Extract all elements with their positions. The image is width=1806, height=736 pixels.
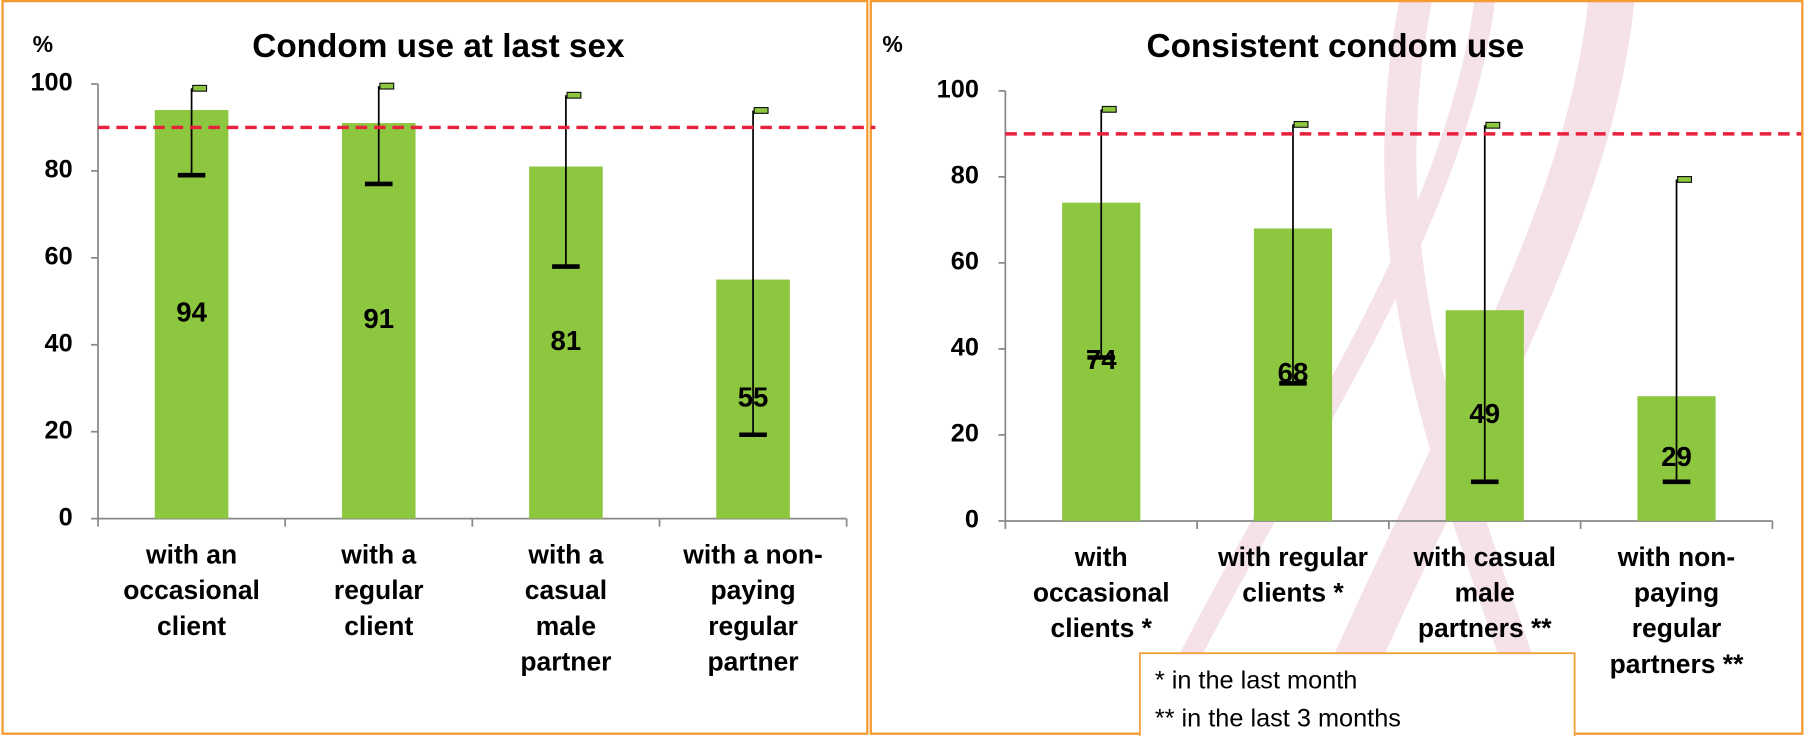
x-tick-label: with an bbox=[145, 540, 237, 570]
error-cap-upper bbox=[566, 91, 582, 99]
y-tick-label: 20 bbox=[45, 416, 73, 444]
y-tick-label: 0 bbox=[59, 503, 73, 531]
bar bbox=[154, 110, 229, 519]
value-label: 81 bbox=[551, 325, 582, 356]
error-cap-upper bbox=[379, 82, 395, 90]
x-tick-label: client bbox=[344, 611, 413, 641]
chart-title: Consistent condom use bbox=[1147, 28, 1525, 65]
value-label: 94 bbox=[176, 297, 207, 328]
footnote: ** in the last 3 months bbox=[1155, 705, 1401, 733]
x-tick-label: clients * bbox=[1051, 613, 1153, 643]
x-tick-label: with regular bbox=[1217, 542, 1368, 572]
error-cap-upper bbox=[192, 84, 208, 92]
y-tick-label: 20 bbox=[951, 420, 979, 448]
x-tick-label: client bbox=[157, 611, 226, 641]
x-tick-label: regular bbox=[334, 575, 424, 605]
y-tick-label: 40 bbox=[45, 329, 73, 357]
x-tick-label: with a bbox=[527, 540, 603, 570]
y-tick-label: 80 bbox=[951, 162, 979, 190]
x-tick-label: paying bbox=[1634, 578, 1719, 608]
y-axis-label: % bbox=[882, 31, 902, 57]
x-tick-label: with a bbox=[340, 540, 416, 570]
value-label: 91 bbox=[363, 303, 394, 334]
y-axis-label: % bbox=[33, 31, 53, 57]
y-tick-label: 100 bbox=[30, 69, 72, 97]
error-cap-upper bbox=[1101, 105, 1117, 113]
footnote: * in the last month bbox=[1155, 667, 1358, 695]
error-cap-upper bbox=[1485, 121, 1501, 129]
x-tick-label: occasional bbox=[1033, 578, 1170, 608]
x-tick-label: with non- bbox=[1617, 542, 1735, 572]
x-tick-label: with bbox=[1074, 542, 1128, 572]
y-tick-label: 40 bbox=[951, 334, 979, 362]
panel-border bbox=[1, 0, 869, 735]
x-tick-label: male bbox=[536, 611, 596, 641]
x-tick-label: partner bbox=[520, 647, 611, 677]
error-cap-upper bbox=[1677, 176, 1693, 183]
y-tick-label: 60 bbox=[45, 243, 73, 271]
x-tick-label: male bbox=[1455, 578, 1515, 608]
y-tick-label: 80 bbox=[45, 156, 73, 184]
error-cap-upper bbox=[753, 107, 769, 114]
x-tick-label: casual bbox=[525, 575, 607, 605]
x-tick-label: partner bbox=[708, 647, 799, 677]
y-tick-label: 60 bbox=[951, 248, 979, 276]
x-tick-label: occasional bbox=[123, 575, 260, 605]
error-cap-upper bbox=[1293, 120, 1309, 128]
x-tick-label: paying bbox=[710, 575, 795, 605]
x-tick-label: regular bbox=[708, 611, 798, 641]
footnote-box bbox=[1139, 652, 1576, 736]
x-tick-label: with a non- bbox=[682, 540, 823, 570]
x-tick-label: partners ** bbox=[1610, 649, 1744, 679]
x-tick-label: regular bbox=[1632, 613, 1722, 643]
y-tick-label: 100 bbox=[937, 76, 979, 104]
bar bbox=[341, 123, 416, 519]
chart-title: Condom use at last sex bbox=[252, 28, 625, 65]
x-tick-label: with casual bbox=[1412, 542, 1556, 572]
x-tick-label: partners ** bbox=[1418, 613, 1552, 643]
x-tick-label: clients * bbox=[1242, 578, 1344, 608]
y-tick-label: 0 bbox=[965, 506, 979, 534]
